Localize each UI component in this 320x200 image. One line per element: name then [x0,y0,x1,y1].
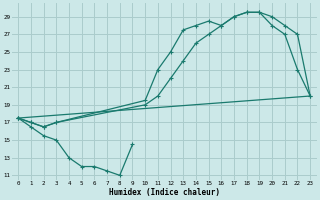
X-axis label: Humidex (Indice chaleur): Humidex (Indice chaleur) [109,188,220,197]
